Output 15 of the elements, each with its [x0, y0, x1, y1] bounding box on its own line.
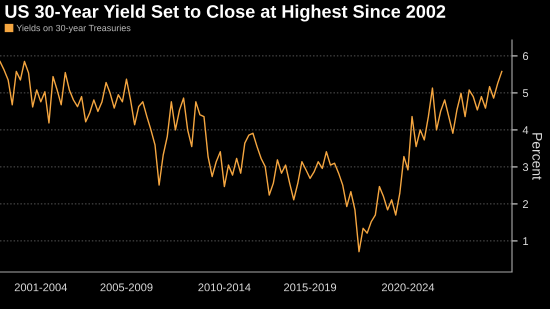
x-tick-label: 2005-2009: [100, 283, 153, 292]
y-tick-label: 2: [522, 200, 528, 208]
y-tick-label: 5: [522, 89, 528, 98]
y-tick-label: 4: [522, 126, 528, 134]
y-tick-label: 6: [522, 52, 528, 60]
y-tick-label: 3: [522, 163, 528, 172]
x-tick-label: 2020-2024: [382, 283, 434, 292]
x-tick-label: 2015-2019: [284, 283, 336, 292]
y-axis-title: Percent: [532, 133, 542, 180]
y-tick-label: 1: [523, 237, 528, 245]
legend-label: Yields on 30-year Treasuries: [16, 24, 130, 33]
x-tick-label: 2010-2014: [198, 283, 251, 292]
chart-title: US 30-Year Yield Set to Close at Highest Since 2002: [5, 4, 446, 22]
line-series: [0, 60, 502, 252]
x-tick-label: 2001-2004: [14, 283, 68, 292]
